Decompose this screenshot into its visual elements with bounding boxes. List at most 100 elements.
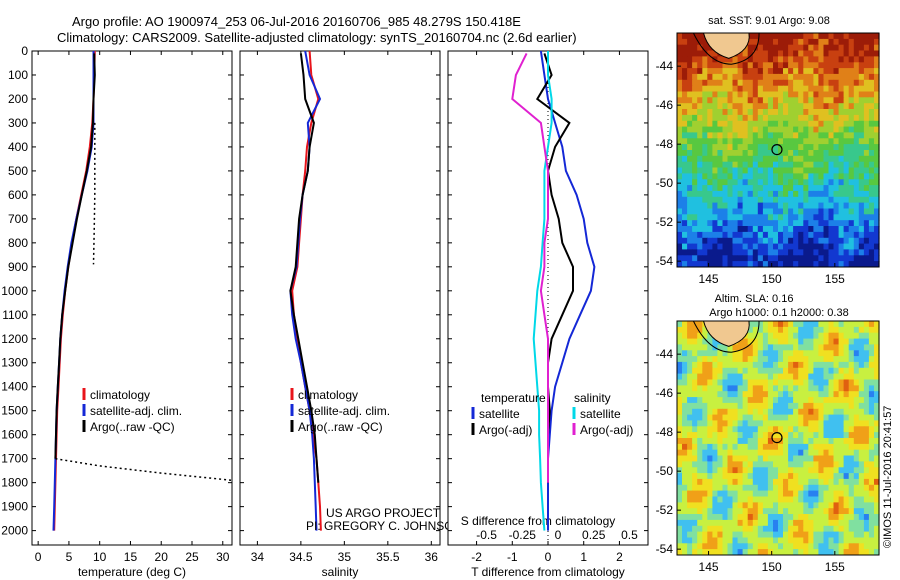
heatmap-cell bbox=[722, 385, 729, 392]
heatmap-cell bbox=[677, 126, 683, 133]
heatmap-cell bbox=[778, 109, 784, 116]
heatmap-cell bbox=[853, 502, 860, 509]
heatmap-cell bbox=[732, 202, 739, 209]
heatmap-cell bbox=[863, 261, 870, 268]
heatmap-cell bbox=[808, 321, 814, 328]
heatmap-cell bbox=[757, 502, 764, 509]
heatmap-cell bbox=[778, 237, 784, 245]
heatmap-cell bbox=[833, 496, 840, 503]
heatmap-cell bbox=[858, 56, 865, 63]
heatmap-cell bbox=[853, 68, 860, 75]
heatmap-cell bbox=[818, 455, 824, 462]
heatmap-cell bbox=[712, 185, 718, 192]
heatmap-cell bbox=[707, 179, 713, 186]
heatmap-cell bbox=[874, 432, 880, 439]
heatmap-cell bbox=[853, 44, 860, 52]
heatmap-cell bbox=[783, 79, 789, 87]
heatmap-cell bbox=[813, 261, 819, 268]
heatmap-cell bbox=[702, 484, 708, 492]
heatmap-cell bbox=[843, 461, 850, 468]
heatmap-cell bbox=[783, 379, 789, 386]
heatmap-cell bbox=[682, 132, 688, 139]
heatmap-cell bbox=[863, 402, 870, 410]
heatmap-cell bbox=[783, 231, 789, 239]
heatmap-cell bbox=[677, 38, 683, 46]
heatmap-cell bbox=[687, 549, 693, 556]
heatmap-cell bbox=[858, 50, 865, 57]
heatmap-cell bbox=[818, 531, 824, 538]
header-line2: Climatology: CARS2009. Satellite-adjuste… bbox=[57, 30, 577, 45]
heatmap-cell bbox=[677, 379, 683, 386]
heatmap-cell bbox=[874, 179, 880, 186]
legend-label: satellite bbox=[580, 407, 621, 421]
heatmap-cell bbox=[732, 144, 739, 151]
heatmap-cell bbox=[788, 33, 794, 40]
heatmap-cell bbox=[793, 208, 799, 215]
heatmap-cell bbox=[727, 62, 734, 69]
heatmap-cell bbox=[868, 367, 875, 375]
heatmap-cell bbox=[783, 443, 789, 451]
xlabel: temperature (deg C) bbox=[78, 565, 186, 579]
heatmap-cell bbox=[833, 519, 840, 527]
heatmap-cell bbox=[697, 220, 703, 227]
heatmap-cell bbox=[682, 231, 688, 239]
heatmap-cell bbox=[773, 344, 779, 351]
heatmap-cell bbox=[773, 426, 779, 433]
heatmap-cell bbox=[677, 490, 683, 497]
xtick-label: 35.5 bbox=[376, 550, 400, 564]
heatmap-cell bbox=[717, 484, 723, 492]
heatmap-cell bbox=[682, 438, 688, 445]
heatmap-cell bbox=[808, 202, 814, 209]
heatmap-cell bbox=[798, 496, 804, 503]
heatmap-cell bbox=[767, 97, 774, 104]
heatmap-cell bbox=[757, 385, 764, 392]
heatmap-cell bbox=[692, 502, 698, 509]
heatmap-cell bbox=[717, 391, 723, 398]
heatmap-cell bbox=[803, 455, 809, 462]
heatmap-cell bbox=[697, 144, 703, 151]
heatmap-cell bbox=[692, 484, 698, 492]
heatmap-cell bbox=[712, 496, 718, 503]
heatmap-cell bbox=[853, 73, 860, 81]
heatmap-cell bbox=[692, 391, 698, 398]
heatmap-cell bbox=[722, 356, 729, 363]
heatmap-cell bbox=[858, 443, 865, 451]
heatmap-cell bbox=[747, 490, 754, 497]
heatmap-cell bbox=[692, 402, 698, 410]
heatmap-cell bbox=[717, 214, 723, 221]
heatmap-cell bbox=[808, 408, 814, 416]
heatmap-cell bbox=[677, 549, 683, 556]
heatmap-cell bbox=[863, 97, 870, 104]
heatmap-cell bbox=[707, 44, 713, 52]
heatmap-cell bbox=[747, 391, 754, 398]
heatmap-cell bbox=[838, 62, 845, 69]
heatmap-cell bbox=[823, 373, 830, 380]
heatmap-cell bbox=[793, 373, 799, 380]
heatmap-cell bbox=[752, 467, 759, 474]
heatmap-cell bbox=[727, 549, 734, 556]
heatmap-cell bbox=[727, 73, 734, 81]
heatmap-cell bbox=[767, 391, 774, 398]
heatmap-cell bbox=[707, 161, 713, 169]
heatmap-cell bbox=[707, 132, 713, 139]
heatmap-cell bbox=[732, 373, 739, 380]
heatmap-cell bbox=[874, 426, 880, 433]
heatmap-cell bbox=[823, 326, 830, 334]
heatmap-cell bbox=[853, 432, 860, 439]
heatmap-cell bbox=[853, 231, 860, 239]
heatmap-cell bbox=[778, 202, 784, 209]
heatmap-cell bbox=[762, 344, 769, 351]
heatmap-cell bbox=[798, 226, 804, 233]
heatmap-cell bbox=[868, 326, 875, 334]
heatmap-cell bbox=[813, 114, 819, 122]
heatmap-cell bbox=[788, 150, 794, 157]
heatmap-cell bbox=[818, 549, 824, 556]
heatmap-cell bbox=[697, 114, 703, 122]
heatmap-cell bbox=[702, 38, 708, 46]
heatmap-cell bbox=[778, 85, 784, 93]
heatmap-cell bbox=[788, 167, 794, 174]
heatmap-cell bbox=[757, 231, 764, 239]
heatmap-cell bbox=[803, 208, 809, 215]
heatmap-cell bbox=[874, 237, 880, 245]
heatmap-cell bbox=[747, 126, 754, 133]
